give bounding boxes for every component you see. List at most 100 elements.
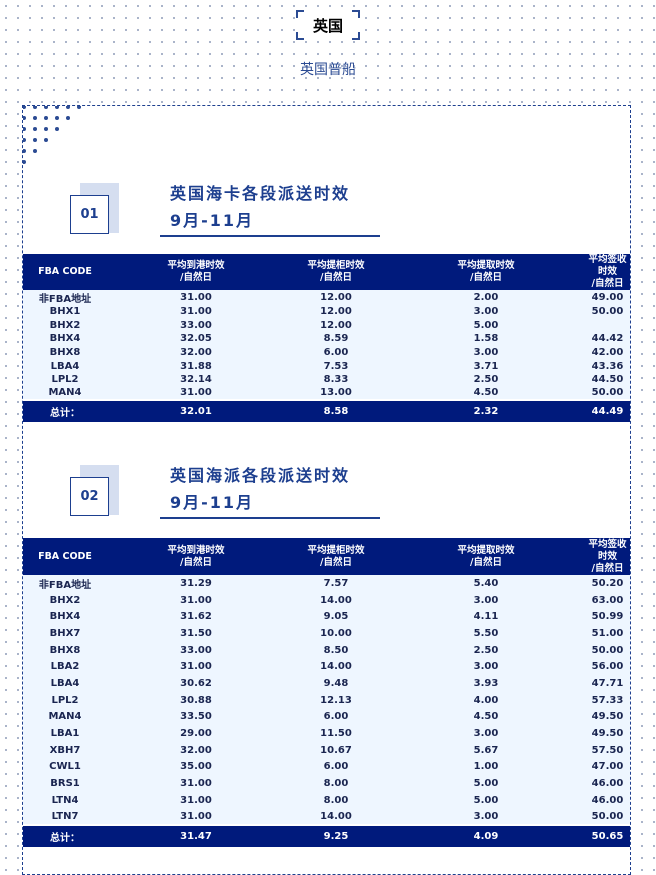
table-row: BHX8 32.00 6.00 3.00 42.00	[23, 345, 630, 360]
bracket-decoration	[352, 10, 360, 18]
table-row: LTN7 31.00 14.00 3.00 50.00	[23, 808, 630, 826]
fba-code-cell: BRS1	[23, 775, 107, 792]
section-title: 英国海卡各段派送时效	[170, 184, 351, 203]
section-period: 9月-11月	[170, 211, 255, 230]
total-value: 9.25	[285, 824, 387, 848]
column-header: 平均提取时效 /自然日	[387, 254, 585, 290]
value-cell: 9.05	[285, 608, 387, 626]
table-row: XBH7 32.00 10.67 5.67 57.50	[23, 741, 630, 759]
value-cell: 50.00	[585, 305, 630, 319]
column-header: 平均签收时效 /自然日	[585, 254, 630, 290]
value-cell: 3.00	[387, 305, 585, 319]
bracket-decoration	[296, 32, 304, 40]
dot	[33, 116, 37, 120]
value-cell: 50.00	[585, 808, 630, 826]
table-row: 非FBA地址 31.29 7.57 5.40 50.20	[23, 575, 630, 592]
fba-code-cell: BHX2	[23, 591, 107, 609]
value-cell: 44.42	[585, 332, 630, 346]
value-cell: 11.50	[285, 725, 387, 742]
value-cell: 46.00	[585, 791, 630, 809]
total-label: 总计：	[23, 399, 107, 423]
value-cell: 12.00	[285, 290, 387, 305]
table-row: BHX4 31.62 9.05 4.11 50.99	[23, 608, 630, 626]
value-cell: 31.00	[107, 290, 285, 305]
table-row: BHX1 31.00 12.00 3.00 50.00	[23, 305, 630, 319]
value-cell: 32.00	[107, 741, 285, 759]
table-header: FBA CODE 平均到港时效 /自然日 平均提柜时效 /自然日 平均提取时效 /自然…	[23, 254, 630, 290]
value-cell: 51.00	[585, 625, 630, 642]
value-cell: 5.40	[387, 575, 585, 592]
value-cell: 3.00	[387, 591, 585, 609]
section-title: 英国海派各段派送时效	[170, 466, 351, 485]
country-title: 英国	[296, 10, 360, 40]
column-header: 平均到港时效 /自然日	[107, 254, 285, 290]
value-cell: 5.00	[387, 791, 585, 809]
table-row: CWL1 35.00 6.00 1.00 47.00	[23, 758, 630, 776]
fba-code-cell: BHX4	[23, 608, 107, 626]
value-cell: 9.48	[285, 675, 387, 692]
table-row: LPL2 32.14 8.33 2.50 44.50	[23, 372, 630, 387]
fba-code-cell: MAN4	[23, 708, 107, 726]
value-cell: 47.00	[585, 758, 630, 776]
fba-code-cell: LTN7	[23, 808, 107, 826]
fba-code-cell: XBH7	[23, 741, 107, 759]
column-header: 平均提柜时效 /自然日	[285, 254, 387, 290]
fba-code-cell: 非FBA地址	[23, 290, 107, 305]
value-cell: 30.62	[107, 675, 285, 692]
timing-table: FBA CODE 平均到港时效 /自然日 平均提柜时效 /自然日 平均提取时效 /自然…	[23, 538, 630, 848]
value-cell: 12.13	[285, 691, 387, 709]
total-value: 31.47	[107, 824, 285, 848]
value-cell: 31.00	[107, 386, 285, 401]
value-cell: 6.00	[285, 708, 387, 726]
value-cell: 4.50	[387, 386, 585, 401]
value-cell: 49.50	[585, 708, 630, 726]
fba-code-cell: BHX4	[23, 332, 107, 346]
table-header: FBA CODE 平均到港时效 /自然日 平均提柜时效 /自然日 平均提取时效 /自然…	[23, 538, 630, 575]
value-cell: 14.00	[285, 658, 387, 676]
dot	[23, 149, 26, 153]
fba-code-cell: LPL2	[23, 372, 107, 387]
table-row: BHX8 33.00 8.50 2.50 50.00	[23, 641, 630, 659]
value-cell: 46.00	[585, 775, 630, 792]
column-header: 平均提取时效 /自然日	[387, 538, 585, 575]
dot	[55, 116, 59, 120]
total-value: 50.65	[585, 824, 630, 848]
value-cell: 1.58	[387, 332, 585, 346]
value-cell: 14.00	[285, 808, 387, 826]
dot	[33, 149, 37, 153]
fba-code-cell: BHX2	[23, 318, 107, 333]
corner-dots-decoration	[23, 106, 81, 164]
timing-table: FBA CODE 平均到港时效 /自然日 平均提柜时效 /自然日 平均提取时效 /自然…	[23, 254, 630, 423]
value-cell: 31.00	[107, 305, 285, 319]
table-row: BHX2 33.00 12.00 5.00	[23, 318, 630, 333]
value-cell: 31.62	[107, 608, 285, 626]
value-cell: 32.14	[107, 372, 285, 387]
value-cell: 50.00	[585, 641, 630, 659]
total-value: 32.01	[107, 399, 285, 423]
value-cell: 12.00	[285, 305, 387, 319]
value-cell: 8.33	[285, 372, 387, 387]
value-cell: 13.00	[285, 386, 387, 401]
dot	[33, 138, 37, 142]
value-cell: 49.50	[585, 725, 630, 742]
column-header: 平均到港时效 /自然日	[107, 538, 285, 575]
column-header: 平均签收时效 /自然日	[585, 538, 630, 575]
value-cell: 50.20	[585, 575, 630, 592]
dot	[66, 116, 70, 120]
section-period: 9月-11月	[170, 493, 255, 512]
value-cell: 8.00	[285, 791, 387, 809]
table-row: LBA4 31.88 7.53 3.71 43.36	[23, 359, 630, 373]
value-cell: 12.00	[285, 318, 387, 333]
table-row: MAN4 33.50 6.00 4.50 49.50	[23, 708, 630, 726]
value-cell: 42.00	[585, 345, 630, 360]
fba-code-cell: 非FBA地址	[23, 575, 107, 592]
value-cell: 33.00	[107, 641, 285, 659]
table-row: LBA2 31.00 14.00 3.00 56.00	[23, 658, 630, 676]
dot	[44, 106, 48, 109]
value-cell: 3.00	[387, 725, 585, 742]
value-cell: 43.36	[585, 359, 630, 373]
value-cell: 2.00	[387, 290, 585, 305]
value-cell: 31.00	[107, 658, 285, 676]
value-cell: 31.50	[107, 625, 285, 642]
value-cell: 5.00	[387, 775, 585, 792]
